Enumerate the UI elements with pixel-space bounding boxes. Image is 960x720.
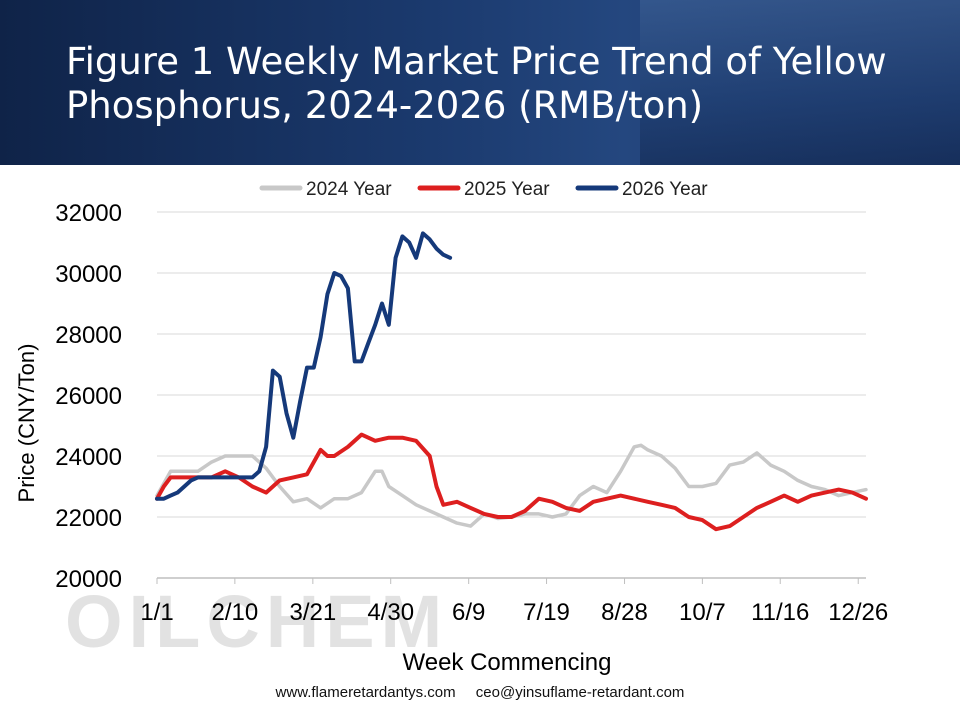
legend-label: 2025 Year (464, 179, 550, 200)
y-tick-label: 24000 (55, 444, 122, 471)
y-tick-label: 30000 (55, 261, 122, 288)
x-axis-ticks: 1/1 2/10 3/21 4/30 6/9 7/19 8/28 10/7 11/16 12/26 (140, 578, 888, 626)
y-axis-ticks: 20000 22000 24000 26000 28000 30000 32000 (55, 200, 122, 593)
price-trend-chart: OILCHEM 20000 22000 24000 26000 28000 30000 32… (14, 179, 888, 676)
x-tick-label: 4/30 (367, 599, 414, 626)
x-axis-label: Week Commencing (403, 649, 612, 676)
series-line-3 (155, 231, 453, 501)
y-tick-label: 26000 (55, 383, 122, 410)
x-tick-label: 2/10 (211, 599, 258, 626)
title-banner: Figure 1 Weekly Market Price Trend of Ye… (0, 0, 960, 165)
legend-label: 2026 Year (622, 179, 708, 200)
x-tick-label: 8/28 (601, 599, 648, 626)
y-tick-label: 32000 (55, 200, 122, 227)
page-title: Figure 1 Weekly Market Price Trend of Ye… (66, 40, 887, 127)
footer: www.flameretardantys.com ceo@yinsuflame-… (0, 684, 960, 701)
x-tick-label: 3/21 (289, 599, 336, 626)
x-tick-label: 6/9 (452, 599, 485, 626)
y-tick-label: 20000 (55, 566, 122, 593)
legend: 2024 Year 2025 Year 2026 Year (259, 179, 708, 200)
y-tick-label: 28000 (55, 322, 122, 349)
series-line-2 (155, 432, 868, 532)
x-tick-label: 10/7 (679, 599, 726, 626)
series-lines (155, 231, 868, 532)
watermark-text: OILCHEM (65, 580, 448, 663)
x-tick-label: 11/16 (751, 599, 809, 626)
footer-email[interactable]: ceo@yinsuflame-retardant.com (475, 684, 685, 701)
gridlines (157, 211, 866, 579)
x-tick-label: 7/19 (523, 599, 570, 626)
footer-website[interactable]: www.flameretardantys.com (275, 684, 456, 701)
banner-shade (640, 0, 960, 165)
y-tick-label: 22000 (55, 505, 122, 532)
x-tick-label: 12/26 (828, 599, 888, 626)
x-tick-label: 1/1 (140, 599, 173, 626)
watermark: OILCHEM (65, 580, 448, 663)
legend-label: 2024 Year (306, 179, 392, 200)
chart-area: OILCHEM 20000 22000 24000 26000 28000 30000 32… (0, 165, 960, 685)
y-axis-label: Price (CNY/Ton) (14, 344, 39, 503)
